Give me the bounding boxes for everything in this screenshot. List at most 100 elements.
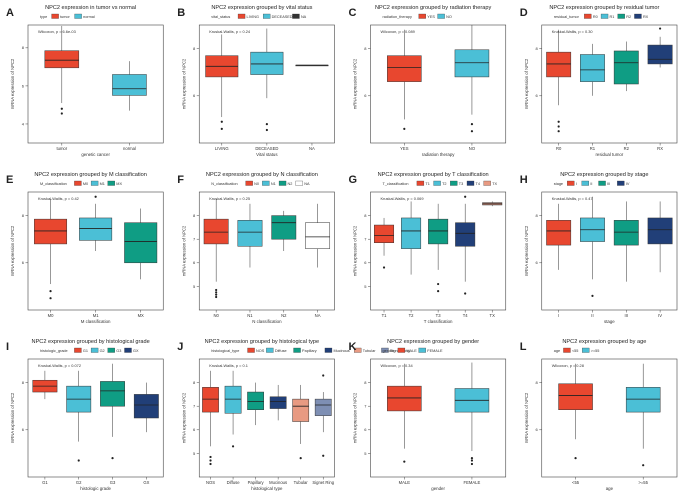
outlier-point (322, 374, 325, 377)
legend-swatch-5 (381, 347, 389, 353)
panel-letter: A (6, 7, 14, 19)
legend-label-3: Mucinous (333, 349, 349, 353)
box-no (454, 25, 490, 133)
box-g3 (100, 363, 125, 460)
legend-label-0: MALE (406, 349, 417, 353)
box-body (250, 51, 284, 75)
plot-frame (27, 24, 164, 144)
legend-label-3: IV (626, 182, 630, 186)
panel-d: D NPC2 expression grouped by residual tum… (520, 5, 678, 157)
box-body (124, 222, 158, 264)
x-tick-label: T1 (382, 313, 388, 318)
panel-title: NPC2 expression grouped by stage (560, 172, 648, 178)
box-na (295, 64, 329, 67)
box--55 (625, 363, 661, 467)
box-n2 (271, 210, 297, 251)
legend-swatch-0 (237, 13, 246, 19)
legend-label-1: Diffuse (275, 349, 287, 353)
y-tick-label: 6 (364, 427, 367, 432)
legend-title: gender (383, 349, 396, 353)
box-tx (482, 201, 503, 207)
box-body (625, 387, 661, 413)
outlier-point (557, 120, 560, 123)
y-tick-label: 5 (364, 284, 367, 289)
box-n0 (203, 199, 229, 299)
box-t4 (455, 195, 476, 295)
legend-label-2: T3 (459, 182, 463, 186)
stat-label: Wilcoxon, p = 6.6e-03 (38, 29, 76, 34)
legend-swatch-1 (90, 180, 99, 186)
stat-label: Kruskal-Wallis, p = 0.25 (209, 196, 250, 201)
legend-title: histologic_grade (40, 349, 68, 353)
y-tick-label: 8 (536, 380, 539, 385)
box-body (387, 55, 422, 82)
outlier-point (60, 107, 63, 110)
y-tick-label: 8 (536, 46, 539, 51)
outlier-point (49, 297, 52, 300)
box-body (613, 220, 639, 246)
panel-letter: F (177, 174, 184, 186)
panel-title: NPC2 expression grouped by age (562, 339, 646, 345)
box--55 (558, 363, 593, 460)
y-tick-label: 8 (193, 213, 196, 218)
outlier-point (77, 459, 80, 462)
x-tick-label: Diffuse (227, 480, 241, 485)
box-g1 (32, 370, 58, 400)
x-tick-label: Mucinous (269, 480, 287, 485)
x-axis-label: radiation therapy (422, 152, 456, 157)
legend-swatch-1 (418, 347, 426, 353)
panel-g: G NPC2 expression grouped by T classifica… (349, 172, 507, 324)
x-axis-label: residual tumor (595, 152, 623, 157)
box-ii (580, 196, 605, 297)
stat-label: Kruskal-Wallis, p = 0.072 (38, 363, 81, 368)
x-tick-label: Signet Ring (312, 480, 334, 485)
box-body (224, 385, 242, 414)
legend-label-0: I (576, 182, 577, 186)
stat-label: Kruskal-Wallis, p = 0.24 (209, 29, 251, 34)
plot-frame (541, 191, 678, 311)
y-axis-label: mRNA expression of NPC2 (10, 225, 15, 276)
x-tick-label: II (591, 313, 593, 318)
plot-frame (370, 358, 507, 478)
y-tick-label: 4 (22, 121, 25, 126)
x-tick-label: G3 (110, 480, 116, 485)
box-body (112, 74, 147, 96)
legend-swatch-3 (466, 180, 475, 186)
x-tick-label: NA (315, 313, 321, 318)
box-body (580, 54, 605, 82)
outlier-point (437, 290, 440, 293)
outlier-point (215, 288, 218, 292)
legend-swatch-2 (107, 347, 115, 353)
y-axis-label: mRNA expression of NPC2 (353, 58, 358, 109)
box-female (454, 362, 490, 466)
y-tick-label: 6 (536, 260, 539, 265)
box-body (558, 383, 593, 410)
outlier-point (215, 291, 218, 294)
outlier-point (322, 454, 325, 457)
x-tick-label: >=55 (638, 480, 648, 485)
x-tick-label: Papillary (248, 480, 265, 485)
panel-letter: B (177, 7, 185, 19)
legend: vital_status LIVING DECEASED NA (211, 13, 307, 19)
x-tick-label: RX (657, 146, 663, 151)
x-tick-label: G1 (42, 480, 48, 485)
legend-label-0: G1 (83, 349, 88, 353)
legend-label-3: NA (304, 182, 310, 186)
box-t2 (401, 201, 422, 275)
y-tick-label: 7 (193, 237, 196, 242)
plot-frame (27, 358, 164, 478)
y-tick-label: 5 (364, 451, 367, 456)
legend-label-3: T4 (476, 182, 480, 186)
y-axis-label: mRNA expression of NPC2 (181, 225, 186, 276)
y-axis-label: mRNA expression of NPC2 (10, 58, 15, 109)
x-tick-label: M1 (93, 313, 99, 318)
outlier-point (470, 462, 474, 466)
box-body (202, 387, 219, 413)
panel-letter: D (520, 7, 528, 19)
x-tick-label: R2 (624, 146, 630, 151)
box-diffuse (224, 370, 242, 448)
outlier-point (111, 457, 114, 460)
box-m1 (79, 195, 113, 251)
